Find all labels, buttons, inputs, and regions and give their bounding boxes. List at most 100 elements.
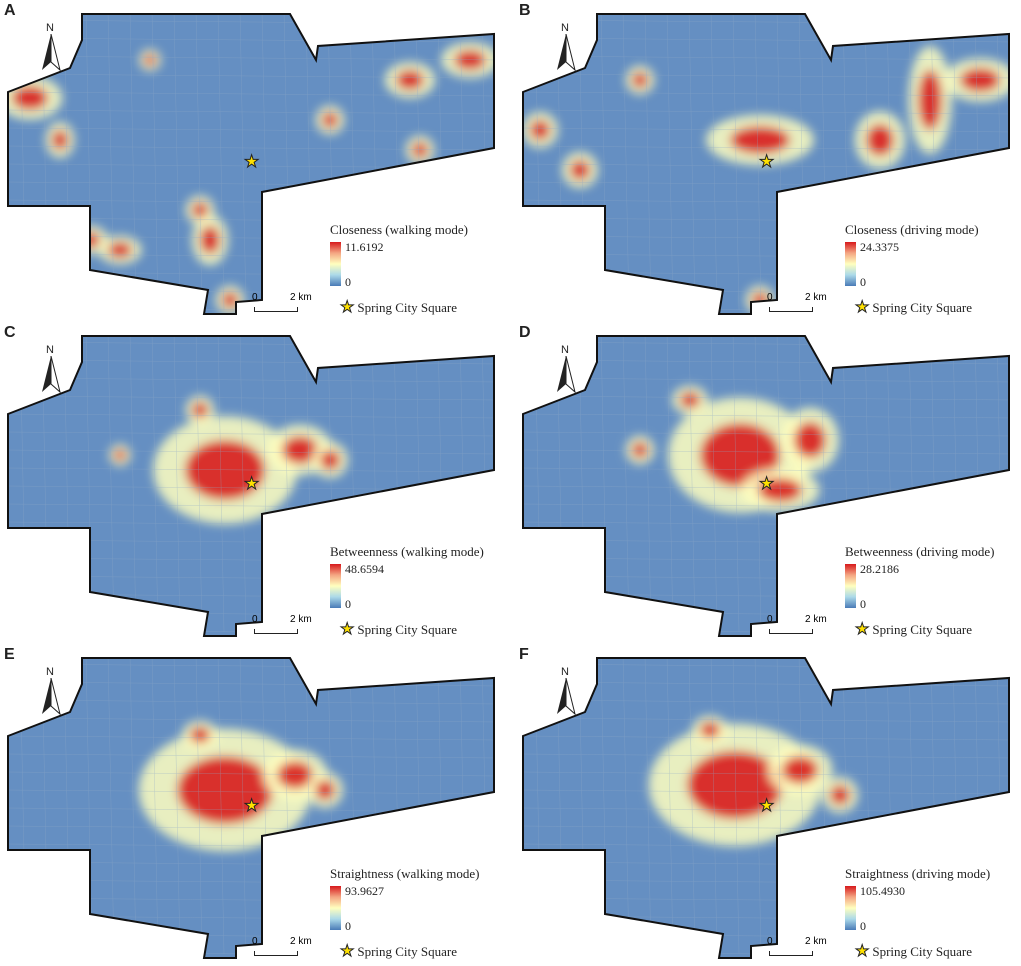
landmark-legend: ★ Spring City Square bbox=[339, 941, 458, 961]
legend-color-ramp bbox=[330, 242, 341, 286]
legend-min-value: 0 bbox=[860, 597, 866, 611]
map-svg bbox=[522, 13, 1010, 315]
north-label: N bbox=[561, 666, 569, 678]
spring-city-square-star-icon: ★ bbox=[758, 796, 775, 815]
north-label: N bbox=[561, 22, 569, 34]
panel-letter: E bbox=[4, 646, 15, 663]
hotspot-core bbox=[700, 423, 780, 487]
panel-letter: A bbox=[4, 2, 16, 19]
hotspot-core bbox=[782, 756, 818, 784]
legend-min-value: 0 bbox=[860, 275, 866, 289]
hotspot-core bbox=[794, 422, 826, 458]
hotspot-core bbox=[315, 780, 335, 800]
scale-end: 2 km bbox=[290, 292, 312, 303]
panel-letter: F bbox=[519, 646, 529, 663]
legend-max-value: 11.6192 bbox=[345, 240, 384, 254]
panel-letter: D bbox=[519, 324, 531, 341]
star-icon: ★ bbox=[339, 621, 355, 639]
hotspot-core bbox=[960, 68, 1000, 92]
north-arrow-icon: N bbox=[38, 344, 64, 394]
spring-city-square-star-icon: ★ bbox=[243, 474, 260, 493]
spring-city-square-star-icon: ★ bbox=[758, 474, 775, 493]
landmark-label: Spring City Square bbox=[872, 300, 973, 315]
scale-bar: 0 2 km bbox=[252, 936, 312, 958]
map-svg bbox=[7, 657, 495, 959]
spring-city-square-star-icon: ★ bbox=[243, 796, 260, 815]
hotspot-core bbox=[52, 130, 68, 150]
scale-bar: 0 2 km bbox=[767, 936, 827, 958]
spring-city-square-star-icon: ★ bbox=[243, 152, 260, 171]
north-arrow-icon: N bbox=[553, 22, 579, 72]
north-arrow-icon: N bbox=[38, 22, 64, 72]
landmark-label: Spring City Square bbox=[357, 944, 458, 959]
legend-title: Straightness (driving mode) bbox=[845, 866, 991, 881]
hotspot-core bbox=[918, 70, 942, 130]
hotspot-core bbox=[114, 449, 126, 461]
hotspot-core bbox=[282, 436, 318, 464]
landmark-legend: ★ Spring City Square bbox=[339, 297, 458, 317]
hotspot-core bbox=[108, 242, 132, 258]
scale-start: 0 bbox=[767, 936, 773, 947]
legend-min-value: 0 bbox=[345, 275, 351, 289]
legend-max-value: 48.6594 bbox=[345, 562, 384, 576]
map-panel-a: A N ★ Closeness (walking mode) 11.6192 0… bbox=[0, 0, 505, 318]
panel-letter: C bbox=[4, 324, 16, 341]
map-svg bbox=[7, 335, 495, 637]
legend-title: Closeness (walking mode) bbox=[330, 222, 468, 237]
spring-city-square-star-icon: ★ bbox=[758, 152, 775, 171]
scale-end: 2 km bbox=[805, 292, 827, 303]
map-panel-d: D N ★ Betweenness (driving mode) 28.2186… bbox=[515, 322, 1020, 640]
scale-start: 0 bbox=[767, 614, 773, 625]
hotspot-core bbox=[687, 751, 783, 819]
city-boundary bbox=[7, 335, 495, 637]
legend-title: Betweenness (walking mode) bbox=[330, 544, 484, 559]
legend-max-value: 105.4930 bbox=[860, 884, 905, 898]
north-arrow-icon: N bbox=[38, 666, 64, 716]
star-icon: ★ bbox=[339, 943, 355, 961]
hotspot-core bbox=[177, 756, 273, 824]
legend-max-value: 93.9627 bbox=[345, 884, 384, 898]
north-label: N bbox=[561, 344, 569, 356]
scale-end: 2 km bbox=[805, 936, 827, 947]
city-boundary bbox=[522, 13, 1010, 315]
scale-start: 0 bbox=[252, 936, 258, 947]
map-panel-c: C N ★ Betweenness (walking mode) 48.6594… bbox=[0, 322, 505, 640]
scale-bar: 0 2 km bbox=[252, 292, 312, 314]
scale-end: 2 km bbox=[290, 936, 312, 947]
scale-start: 0 bbox=[767, 292, 773, 303]
hotspot-core bbox=[277, 761, 313, 789]
hotspot-core bbox=[190, 727, 210, 743]
legend-title: Betweenness (driving mode) bbox=[845, 544, 995, 559]
scale-bar: 0 2 km bbox=[767, 292, 827, 314]
hotspot-core bbox=[530, 120, 550, 140]
scale-end: 2 km bbox=[290, 614, 312, 625]
landmark-legend: ★ Spring City Square bbox=[854, 941, 973, 961]
landmark-label: Spring City Square bbox=[357, 300, 458, 315]
scale-end: 2 km bbox=[805, 614, 827, 625]
map-svg bbox=[522, 657, 1010, 959]
landmark-label: Spring City Square bbox=[872, 622, 973, 637]
legend-color-ramp bbox=[330, 886, 341, 930]
legend-max-value: 28.2186 bbox=[860, 562, 899, 576]
city-boundary bbox=[7, 13, 495, 315]
hotspot-core bbox=[200, 226, 220, 254]
legend-min-value: 0 bbox=[860, 919, 866, 933]
map-panel-e: E N ★ Straightness (walking mode) 93.962… bbox=[0, 644, 505, 962]
scale-bar: 0 2 km bbox=[252, 614, 312, 636]
map-svg bbox=[522, 335, 1010, 637]
hotspot-core bbox=[632, 72, 648, 88]
hotspot-core bbox=[412, 142, 428, 158]
landmark-label: Spring City Square bbox=[357, 622, 458, 637]
legend-title: Straightness (walking mode) bbox=[330, 866, 480, 881]
hotspot-core bbox=[730, 126, 790, 154]
hotspot-core bbox=[144, 54, 156, 66]
legend-min-value: 0 bbox=[345, 919, 351, 933]
landmark-label: Spring City Square bbox=[872, 944, 973, 959]
hotspot-core bbox=[866, 124, 894, 156]
legend-color-ramp bbox=[845, 564, 856, 608]
north-label: N bbox=[46, 344, 54, 356]
hotspot-core bbox=[700, 722, 720, 738]
map-svg bbox=[7, 13, 495, 315]
hotspot-core bbox=[830, 785, 850, 805]
north-label: N bbox=[46, 666, 54, 678]
